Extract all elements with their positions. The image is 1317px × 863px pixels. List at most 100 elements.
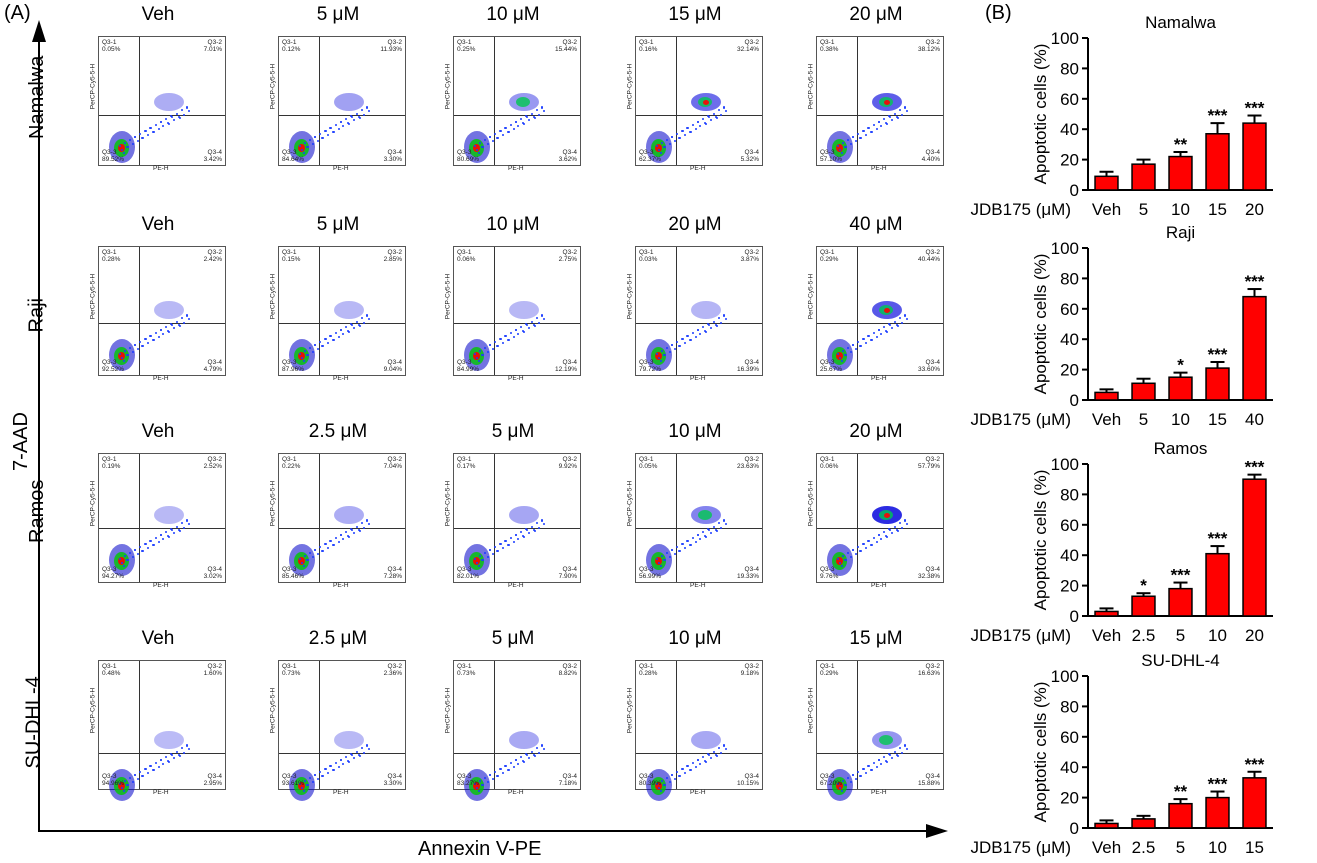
quadrant-q3-label: Q3-3 85.46% xyxy=(282,566,305,580)
scatter-dot xyxy=(851,773,854,776)
scatter-dot xyxy=(313,548,316,551)
quadrant-q1-percent: 0.48% xyxy=(102,670,121,677)
scatter-dot xyxy=(517,538,520,541)
scatter-dot xyxy=(532,754,535,757)
flow-plot-frame: Q3-1 0.22% Q3-2 7.04% Q3-3 85.46% Q3-4 7.28% xyxy=(278,453,406,583)
flow-plot-frame: Q3-1 0.28% Q3-2 2.42% Q3-3 92.52% Q3-4 4.79% xyxy=(98,246,226,376)
scatter-dot xyxy=(854,139,857,142)
scatter-dot xyxy=(869,768,872,771)
flow-y-axis-label: PerCP-Cy5-5-H xyxy=(444,63,452,110)
x-tick-label: Veh xyxy=(1092,838,1121,857)
scatter-dot xyxy=(342,333,345,336)
quadrant-q1-label: Q3-1 0.05% xyxy=(639,456,658,470)
scatter-dot xyxy=(299,558,301,560)
y-tick-label: 20 xyxy=(1060,361,1079,380)
scatter-dot xyxy=(180,522,183,525)
flow-x-axis-label: PE-H xyxy=(871,582,887,589)
quadrant-q2-label: Q3-2 3.87% xyxy=(740,249,759,263)
quadrant-q1-label: Q3-1 0.06% xyxy=(457,249,476,263)
scatter-dot xyxy=(316,777,319,780)
scatter-dot xyxy=(877,758,880,761)
scatter-dot xyxy=(699,538,702,541)
quadrant-vertical-gate xyxy=(676,454,677,582)
scatter-dot xyxy=(525,115,528,118)
bar xyxy=(1242,295,1267,401)
quadrant-q3-label: Q3-3 80.69% xyxy=(457,149,480,163)
scatter-dot xyxy=(725,110,728,113)
scatter-dot xyxy=(342,763,345,766)
scatter-dot xyxy=(303,360,306,363)
flow-plot-frame: Q3-1 0.05% Q3-2 7.01% Q3-3 89.52% Q3-4 3.42% xyxy=(98,36,226,166)
quadrant-q3-label: Q3-3 25.67% xyxy=(820,359,843,373)
scatter-dot xyxy=(365,519,368,522)
scatter-dot xyxy=(488,343,491,346)
scatter-dot xyxy=(139,340,142,343)
cell-population-blob xyxy=(509,731,539,749)
scatter-dot xyxy=(308,138,311,141)
scatter-dot xyxy=(676,770,679,773)
scatter-dot xyxy=(668,350,671,353)
quadrant-q3-percent: 92.52% xyxy=(102,366,125,373)
scatter-dot xyxy=(483,346,486,349)
row-label-raji: Raji xyxy=(25,298,48,333)
quadrant-horizontal-gate xyxy=(99,323,225,324)
quadrant-q4-label: Q3-4 4.40% xyxy=(921,149,940,163)
scatter-dot xyxy=(301,786,304,789)
scatter-dot xyxy=(136,777,139,780)
significance-marker: *** xyxy=(1171,566,1191,585)
quadrant-q4-label: Q3-4 16.39% xyxy=(736,359,759,373)
scatter-dot xyxy=(342,125,345,128)
scatter-dot xyxy=(478,554,481,557)
cell-population-blob xyxy=(298,144,305,152)
quadrant-q4-percent: 19.33% xyxy=(736,573,759,580)
quadrant-q3-percent: 89.52% xyxy=(102,156,125,163)
scatter-dot xyxy=(299,783,301,785)
scatter-dot xyxy=(862,337,865,340)
scatter-dot xyxy=(859,344,862,347)
scatter-dot xyxy=(532,324,535,327)
scatter-dot xyxy=(321,549,324,552)
scatter-dot xyxy=(898,747,901,750)
scatter-dot xyxy=(119,783,121,785)
scatter-dot xyxy=(851,343,854,346)
cell-population-blob xyxy=(118,352,125,360)
scatter-dot xyxy=(494,770,497,773)
scatter-dot xyxy=(890,327,893,330)
flow-y-axis-label: PerCP-Cy5-5-H xyxy=(807,273,815,320)
scatter-dot xyxy=(303,554,306,557)
flow-x-axis-label: PE-H xyxy=(690,165,706,172)
scatter-dot xyxy=(714,116,717,119)
cell-population-blob xyxy=(836,352,843,360)
scatter-dot xyxy=(151,130,154,133)
scatter-dot xyxy=(880,125,883,128)
flow-plot-frame: Q3-1 0.48% Q3-2 1.60% Q3-3 94.96% Q3-4 2.95% xyxy=(98,660,226,801)
scatter-dot xyxy=(877,120,880,123)
quadrant-q3-label: Q3-3 62.37% xyxy=(639,149,662,163)
row-label-namalwa: Namalwa xyxy=(25,55,48,139)
scatter-dot xyxy=(885,329,888,332)
quadrant-q3-percent: 94.27% xyxy=(102,573,125,580)
scatter-dot xyxy=(149,126,152,129)
scatter-dot xyxy=(543,110,546,113)
quadrant-q1-percent: 0.05% xyxy=(102,46,121,53)
scatter-dot xyxy=(159,120,162,123)
y-axis-title: Apoptotic cells (%) xyxy=(1031,254,1050,395)
scatter-dot xyxy=(337,541,340,544)
quadrant-vertical-gate xyxy=(139,247,140,375)
quadrant-q4-label: Q3-4 12.19% xyxy=(554,359,577,373)
scatter-dot xyxy=(522,121,525,124)
scatter-dot xyxy=(486,780,489,783)
scatter-dot xyxy=(869,338,872,341)
scatter-dot xyxy=(523,122,525,125)
scatter-dot xyxy=(538,526,541,529)
scatter-dot xyxy=(144,542,147,545)
scatter-dot xyxy=(327,772,329,774)
quadrant-q2-label: Q3-2 9.18% xyxy=(740,663,759,677)
scatter-dot xyxy=(865,134,867,136)
scatter-dot xyxy=(123,565,126,568)
scatter-dot xyxy=(543,318,546,321)
quadrant-q1-label: Q3-1 0.05% xyxy=(102,39,121,53)
scatter-dot xyxy=(345,531,348,534)
scatter-dot xyxy=(147,772,149,774)
flow-plot: Q3-1 0.38% Q3-2 38.12% Q3-3 57.10% Q3-4 4.40% Pe… xyxy=(796,28,946,173)
